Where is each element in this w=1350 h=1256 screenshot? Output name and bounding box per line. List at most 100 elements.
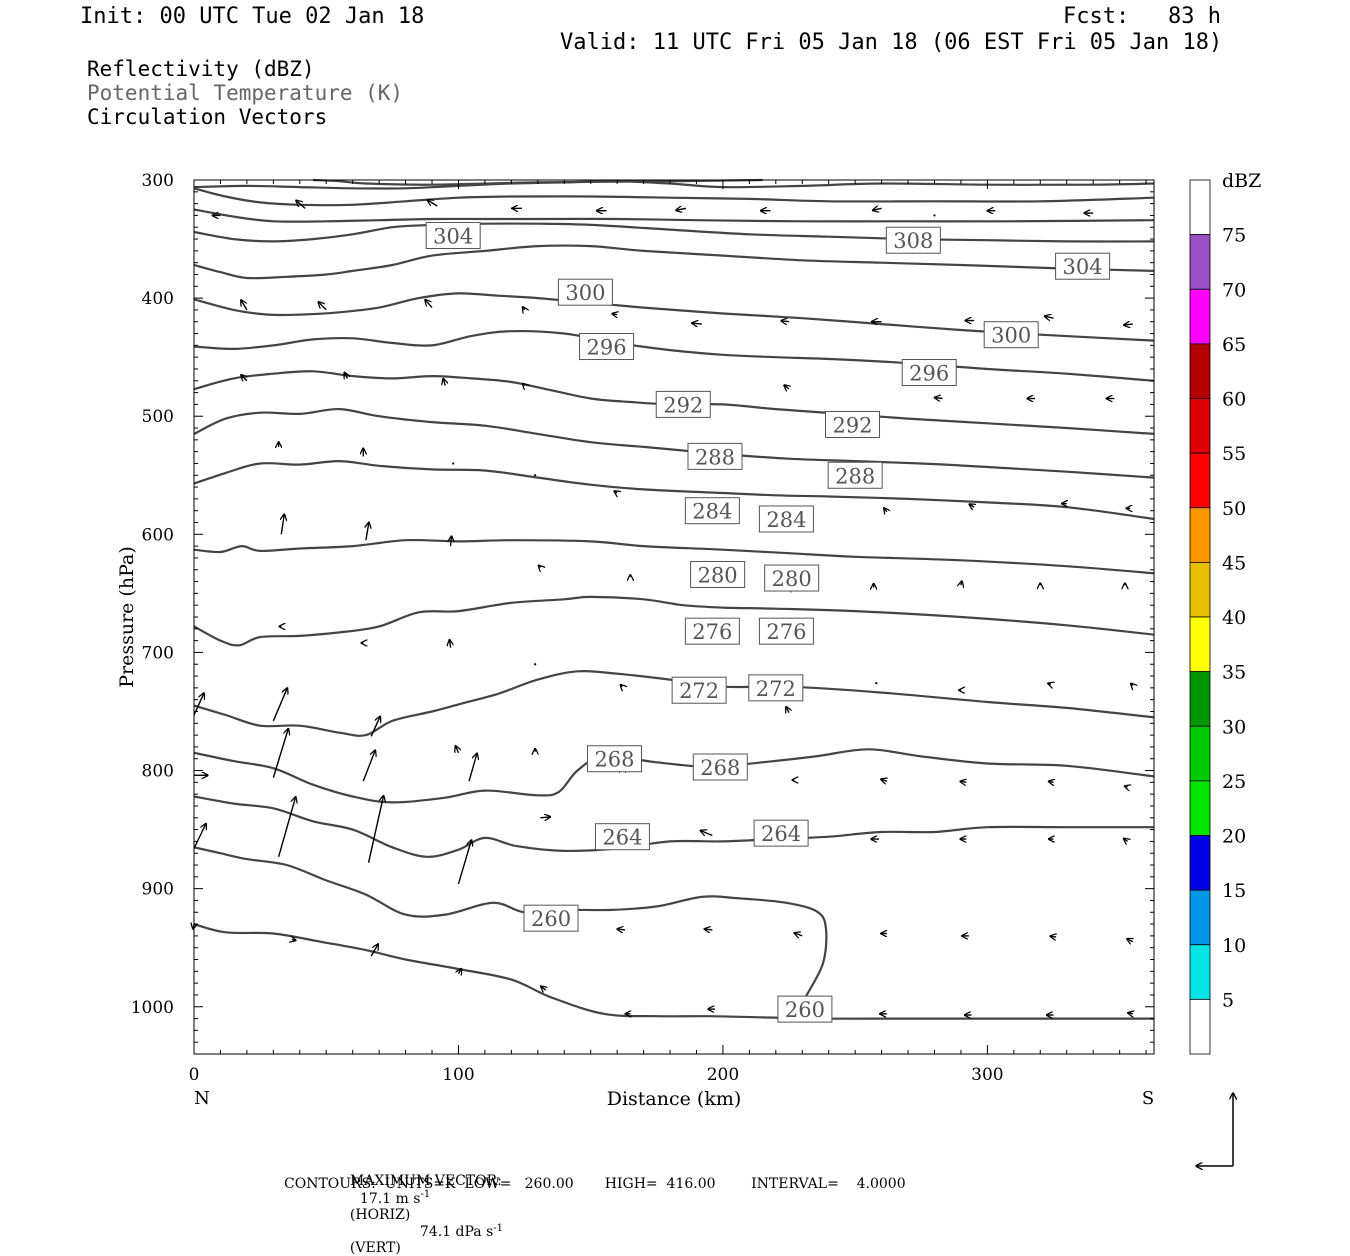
axes: 300 400 500 600 700 800 900 1000 0 100 200 300 (131, 171, 1004, 1085)
contour-labels: 260 260 264 264 268 268 272 272 276 276 280 280 284 2… (425, 222, 1111, 1023)
colorbar: 5 10 15 20 25 30 35 40 45 50 55 60 65 70 75 (1189, 179, 1246, 1055)
circulation-vector (704, 929, 713, 930)
contour-label-text: 272 (756, 677, 796, 701)
colorbar-title: dBZ (1222, 170, 1261, 192)
circulation-vector (538, 565, 540, 567)
circulation-vector (523, 307, 525, 310)
contour-292 (193, 370, 1155, 435)
circulation-vector (370, 716, 380, 737)
circulation-vector (370, 944, 378, 957)
contour-info: CONTOURS: UNITS=K LOW= 260.00 HIGH= 416.… (284, 1176, 906, 1192)
colorbar-tick-label: 45 (1222, 552, 1246, 574)
circulation-vector (241, 300, 248, 311)
contour-label-text: 284 (766, 508, 806, 532)
y-tick-label: 600 (142, 525, 174, 545)
contour-label-284: 284 (758, 505, 814, 533)
contour-label-text: 260 (531, 907, 571, 931)
circulation-vector (934, 398, 943, 399)
contour-label-box (586, 745, 642, 773)
contour-label-text: 304 (433, 225, 473, 249)
x-axis-label: Distance (km) (607, 1088, 742, 1110)
contour-label-280: 280 (690, 560, 746, 588)
colorbar-segment (1189, 835, 1211, 891)
circulation-vector (458, 969, 461, 974)
circulation-vector (292, 939, 296, 940)
y-tick-label: 900 (142, 880, 174, 900)
contour-label-260: 260 (523, 904, 579, 932)
circulation-vector (960, 781, 966, 782)
circulation-vector (676, 208, 687, 210)
circulation-vector (881, 779, 887, 781)
contour-label-280: 280 (764, 564, 820, 592)
colorbar-segment (1189, 616, 1211, 673)
colorbar-tick-label: 20 (1222, 826, 1246, 848)
colorbar-segment (1189, 671, 1211, 727)
contour-label-box (684, 617, 740, 645)
contour-312 (193, 208, 1155, 223)
contour-260 (193, 846, 828, 1011)
horiz-exponent: -1 (420, 1189, 431, 1200)
contour-label-box (655, 390, 711, 418)
contour-label-text: 292 (832, 413, 872, 437)
contour-label-text: 288 (835, 464, 875, 488)
colorbar-tick-label: 30 (1222, 716, 1246, 738)
circulation-vector (875, 682, 878, 685)
circulation-vector (452, 462, 455, 465)
circulation-vector (523, 384, 525, 386)
contour-label-box (825, 410, 881, 438)
contour-label-300: 300 (983, 321, 1039, 349)
x-tick-label: 300 (971, 1065, 1003, 1085)
forecast-hour: 83 h (1168, 4, 1221, 29)
contour-label-292: 292 (655, 390, 711, 418)
x-tick-label: 100 (442, 1065, 474, 1085)
contour-label-box (671, 676, 727, 704)
circulation-vector (1128, 1013, 1133, 1014)
circulation-vector (272, 688, 287, 722)
contour-label-box (690, 560, 746, 588)
max-vector-label: MAXIMUM VECTOR: (349, 1173, 502, 1189)
colorbar-tick-label: 5 (1222, 989, 1234, 1011)
colorbar-segment (1189, 998, 1211, 1055)
y-tick-label: 400 (142, 289, 174, 309)
colorbar-tick-label: 65 (1222, 334, 1246, 356)
circulation-vector (1045, 316, 1054, 318)
circulation-vector (933, 214, 936, 217)
plot-border (193, 179, 1155, 1055)
circulation-vector (1124, 838, 1128, 841)
x-tick-label: 200 (707, 1065, 739, 1085)
y-tick-label: 500 (142, 407, 174, 427)
contour-label-text: 296 (909, 362, 949, 386)
contour-280 (193, 538, 1155, 575)
contour-label-box (425, 222, 481, 250)
vert-max-value: 74.1 dPa s (419, 1224, 494, 1241)
contour-label-296: 296 (901, 359, 957, 387)
contour-label-308: 308 (885, 226, 941, 254)
contour-label-box (885, 226, 941, 254)
contour-label-box (983, 321, 1039, 349)
contour-288 (193, 407, 1155, 479)
contour-label-box (827, 461, 883, 489)
contour-300 (193, 292, 1155, 342)
contour-label-box (523, 904, 579, 932)
cross-section-chart: 260 260 264 264 268 268 272 272 276 276 280 280 284 2… (116, 170, 1261, 1200)
contour-label-box (579, 333, 635, 361)
colorbar-segment (1189, 507, 1211, 563)
circulation-vector (620, 685, 622, 687)
contour-label-text: 268 (700, 756, 740, 780)
colorbar-segment (1189, 234, 1211, 290)
contour-label-text: 260 (785, 998, 825, 1022)
contour-label-276: 276 (684, 617, 740, 645)
contour-label-text: 276 (692, 620, 732, 644)
circulation-vector (450, 640, 451, 648)
contour-label-text: 264 (761, 822, 801, 846)
contour-label-268: 268 (692, 753, 748, 781)
contour-label-text: 300 (991, 324, 1031, 348)
circulation-vector (534, 663, 537, 666)
contour-label-296: 296 (579, 333, 635, 361)
contour-label-box (758, 617, 814, 645)
colorbar-segment (1189, 889, 1211, 946)
contour-label-box (777, 995, 833, 1023)
circulation-vector (344, 372, 347, 378)
field-circulation-vectors: Circulation Vectors (87, 105, 328, 129)
south-end-label: S (1142, 1088, 1154, 1109)
